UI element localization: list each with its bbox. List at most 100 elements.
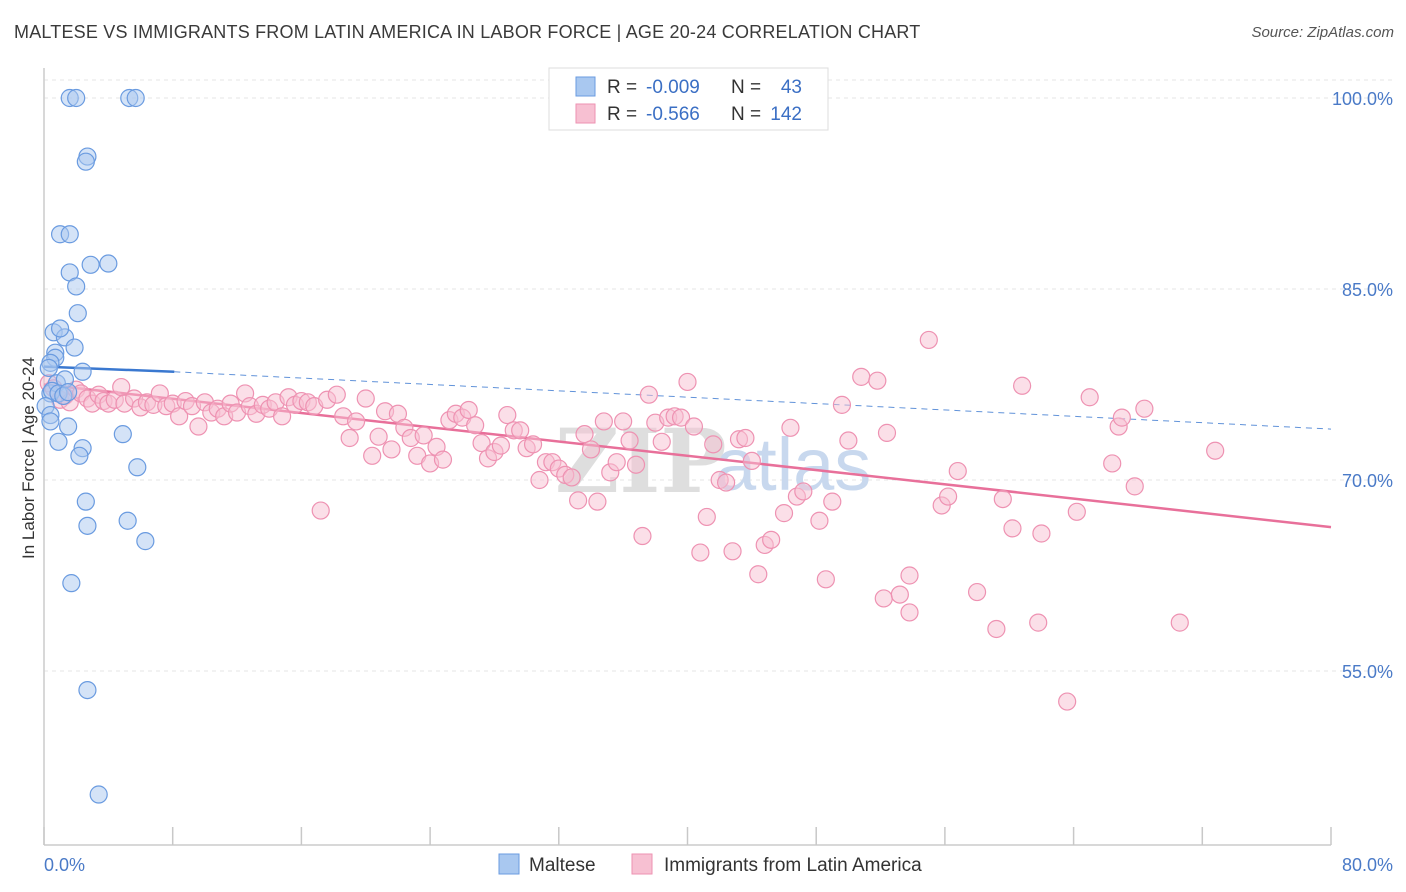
- latin-america-point: [762, 530, 781, 549]
- latin-america-point: [794, 482, 813, 501]
- chart-title: MALTESE VS IMMIGRANTS FROM LATIN AMERICA…: [14, 22, 921, 42]
- x-tick-label: 0.0%: [44, 855, 85, 875]
- latin-america-point: [1125, 477, 1144, 496]
- latin-america-point: [691, 543, 710, 562]
- maltese-point: [73, 362, 92, 381]
- latin-america-point: [704, 435, 723, 454]
- latin-america-point: [1135, 399, 1154, 418]
- latin-america-point: [1103, 454, 1122, 473]
- y-tick-label: 85.0%: [1342, 280, 1393, 300]
- maltese-point: [78, 680, 97, 700]
- bottom-legend: Maltese Immigrants from Latin America: [498, 853, 922, 876]
- latin-america-point: [491, 436, 510, 455]
- latin-america-point: [575, 425, 594, 444]
- latin-america-point: [781, 418, 800, 437]
- latin-america-point: [671, 408, 691, 427]
- maltese-point: [136, 532, 155, 551]
- maltese-point: [78, 516, 97, 535]
- latin-america-point: [594, 412, 613, 431]
- latin-america-point: [1067, 502, 1086, 521]
- latin-america-point: [346, 412, 366, 431]
- latin-america-point: [569, 491, 588, 510]
- latin-america-point: [839, 431, 858, 450]
- latin-america-point: [1170, 613, 1189, 632]
- latin-america-point: [877, 423, 897, 442]
- latin-america-point: [967, 582, 987, 602]
- latin-america-point: [832, 395, 852, 414]
- legend-swatch-latin: [575, 103, 596, 124]
- y-tick-label: 55.0%: [1342, 662, 1393, 682]
- legend-n-value-1: 142: [770, 104, 802, 125]
- latin-america-point: [189, 417, 208, 436]
- latin-america-point: [356, 389, 375, 408]
- latin-america-point: [311, 501, 330, 520]
- latin-america-point: [868, 371, 887, 390]
- maltese-point: [89, 785, 108, 804]
- y-tick-label: 100.0%: [1332, 89, 1393, 109]
- latin-america-point: [774, 504, 794, 523]
- maltese-point: [62, 574, 81, 593]
- maltese-point: [67, 277, 86, 296]
- x-tick-labels: 0.0% 80.0%: [44, 855, 1393, 875]
- latin-america-point: [919, 330, 938, 350]
- latin-america-point: [340, 428, 359, 448]
- latin-america-point: [620, 431, 639, 450]
- latin-america-point: [472, 433, 491, 453]
- latin-america-point: [900, 566, 919, 585]
- latin-america-point: [581, 440, 601, 459]
- latin-america-point: [987, 619, 1006, 639]
- latin-america-point: [717, 473, 736, 492]
- latin-america-point: [382, 440, 401, 459]
- legend-n-value-0: 43: [781, 77, 802, 98]
- latin-america-point: [530, 470, 549, 490]
- legend-n-label-0: N =: [731, 77, 761, 98]
- maltese-point: [59, 383, 78, 402]
- latin-america-point: [1032, 524, 1051, 543]
- latin-america-point: [697, 507, 716, 527]
- latin-america-point: [327, 385, 346, 404]
- latin-america-point: [684, 417, 704, 436]
- maltese-point: [49, 432, 68, 451]
- latin-america-point: [170, 407, 189, 426]
- latin-america-point: [607, 453, 626, 472]
- chart-source: Source: ZipAtlas.com: [1251, 24, 1394, 41]
- latin-america-point: [498, 405, 517, 425]
- latin-america-point: [993, 490, 1012, 509]
- maltese-point: [76, 492, 95, 511]
- legend-swatch-maltese: [575, 76, 596, 97]
- maltese-point: [60, 225, 79, 244]
- latin-america-point: [272, 407, 292, 426]
- latin-america-point: [1029, 613, 1048, 632]
- maltese-point: [68, 304, 87, 323]
- latin-america-point: [723, 542, 742, 561]
- maltese-point: [118, 511, 137, 530]
- latin-america-point: [1013, 376, 1032, 395]
- maltese-point: [50, 319, 70, 338]
- latin-america-point: [890, 585, 909, 604]
- bottom-legend-latin: Immigrants from Latin America: [664, 855, 922, 876]
- legend-r-label-1: R =: [607, 104, 637, 125]
- y-tick-label: 70.0%: [1342, 471, 1393, 491]
- latin-america-point: [948, 461, 967, 481]
- latin-america-point: [939, 487, 958, 506]
- bottom-legend-swatch-maltese: [498, 853, 520, 875]
- latin-america-point: [810, 511, 829, 530]
- maltese-point: [113, 425, 132, 444]
- latin-america-point: [823, 492, 842, 511]
- latin-america-point: [639, 385, 658, 404]
- latin-america-point: [588, 492, 607, 511]
- latin-america-point: [614, 412, 633, 431]
- latin-america-point: [749, 565, 768, 584]
- latin-america-point: [562, 468, 581, 487]
- maltese-point: [128, 458, 147, 477]
- bottom-legend-maltese: Maltese: [529, 855, 596, 876]
- latin-america-point: [433, 450, 453, 469]
- latin-america-point: [816, 570, 835, 589]
- data-points: [36, 88, 1225, 804]
- latin-america-point: [523, 435, 543, 454]
- latin-america-point: [626, 455, 646, 474]
- y-tick-labels: 55.0% 70.0% 85.0% 100.0%: [1332, 89, 1393, 682]
- maltese-point: [59, 417, 78, 436]
- legend-r-value-0: -0.009: [646, 77, 700, 98]
- latin-america-point: [466, 416, 485, 435]
